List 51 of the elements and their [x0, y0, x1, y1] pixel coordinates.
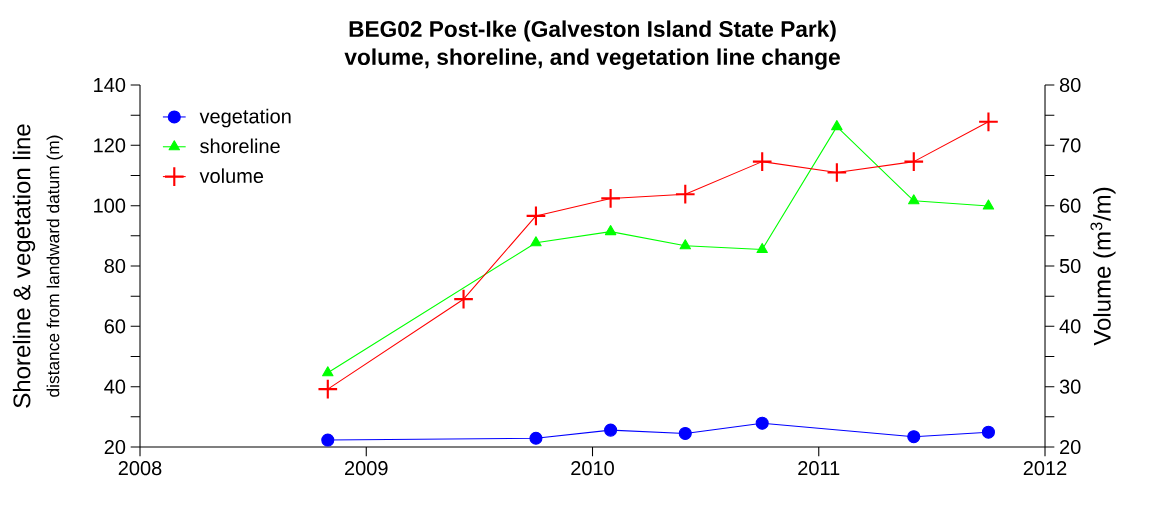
point: [529, 431, 543, 445]
chart-title: BEG02 Post-Ike (Galveston Island State Park): [349, 20, 836, 42]
point: [907, 430, 921, 444]
point: [678, 426, 692, 440]
point: [903, 151, 925, 173]
y-tick-label: 140: [94, 77, 126, 93]
point: [530, 236, 542, 247]
point: [322, 366, 334, 377]
y2-axis-title: Volume (m$^{3}$/m): [1090, 187, 1116, 346]
y-tick-label: 60: [104, 319, 126, 334]
point: [751, 151, 773, 173]
y-tick-label: 20: [104, 439, 126, 455]
y2-tick-label: 30: [1059, 379, 1081, 394]
point: [674, 183, 696, 205]
point: [755, 416, 769, 430]
point: [679, 239, 692, 250]
point: [978, 111, 999, 133]
point: [604, 423, 618, 437]
point: [908, 194, 920, 205]
x-tick-label: 2009: [345, 461, 388, 476]
x-tick-label: 2012: [1023, 461, 1067, 476]
point: [831, 120, 843, 131]
point: [756, 242, 768, 253]
y-tick-label: 40: [104, 379, 126, 394]
legend-label: volume: [199, 168, 264, 184]
y2-tick-label: 60: [1060, 198, 1081, 213]
y2-tick-label: 40: [1059, 319, 1081, 334]
y2-tick-label: 70: [1060, 138, 1081, 153]
text: distance from landward datum (m): [46, 135, 63, 397]
point: [981, 425, 995, 439]
legend-label: vegetation: [199, 108, 291, 128]
y-axis-title: Shoreline & vegetation line: [12, 124, 36, 408]
y2-tick-label: 80: [1059, 77, 1081, 93]
point: [321, 433, 335, 447]
y-tick-label: 120: [94, 138, 126, 153]
point: [982, 199, 995, 210]
y-tick-label: 80: [104, 258, 126, 274]
y-tick-label: 100: [94, 198, 126, 213]
point: [453, 288, 474, 310]
point: [826, 162, 848, 183]
x-tick-label: 2008: [118, 461, 162, 476]
y2-tick-label: 20: [1060, 439, 1081, 455]
point: [317, 378, 339, 400]
x-tick-label: 2010: [571, 461, 614, 476]
point: [525, 205, 547, 227]
point: [604, 225, 617, 236]
x-tick-label: 2011: [798, 461, 840, 476]
point: [600, 188, 622, 209]
y2-tick-label: 50: [1059, 258, 1081, 274]
legend-label: shoreline: [200, 138, 280, 154]
chart-subtitle: volume, shoreline, and vegetation line change: [344, 48, 840, 70]
